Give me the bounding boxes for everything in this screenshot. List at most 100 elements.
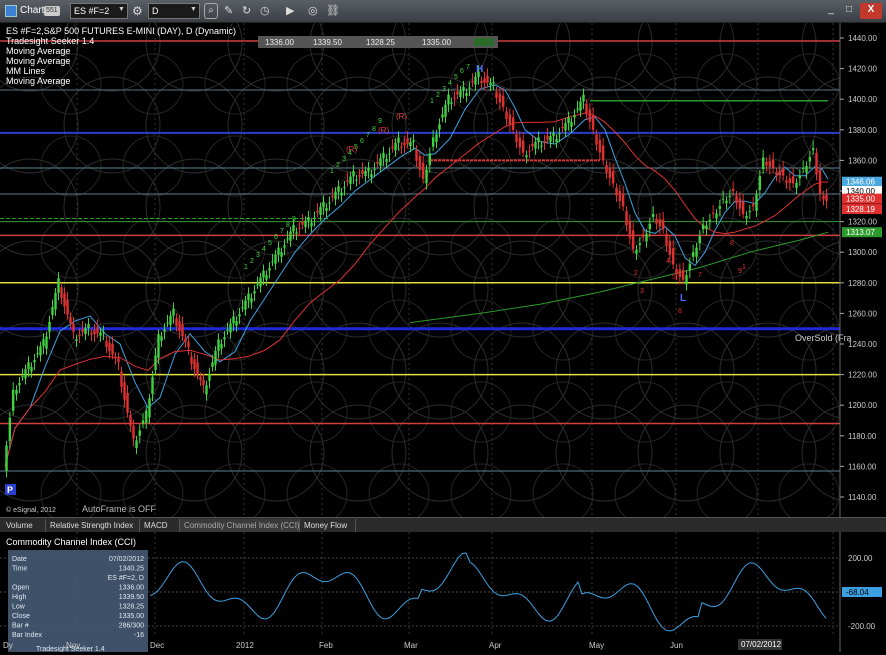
candle-body: [235, 321, 238, 326]
cci-tick-label: 200.00: [848, 554, 873, 563]
candle-body: [748, 211, 752, 213]
gann-circle: [40, 135, 102, 197]
data-window[interactable]: [8, 550, 148, 652]
candle-body: [298, 227, 301, 229]
gann-circle: [614, 53, 676, 115]
candle-body: [277, 247, 280, 255]
maximize-button[interactable]: □: [845, 4, 853, 15]
horizontal-levels: [0, 40, 840, 472]
gann-circle: [0, 404, 79, 502]
tab-rsi[interactable]: Relative Strength Index: [46, 519, 140, 532]
candle-body: [447, 94, 450, 105]
seeker-count-green: 4: [348, 150, 352, 157]
candle-body: [358, 175, 361, 177]
candle-body: [555, 138, 558, 143]
candle-body: [226, 330, 229, 332]
gann-circle: [696, 53, 758, 115]
seeker-count-red: 5: [672, 274, 676, 281]
price-axis: 1440.00 1420.00 1400.00 1380.00 1360.00 1340.…: [840, 34, 877, 502]
candle-body: [18, 383, 21, 386]
gann-circle: [122, 135, 184, 197]
study-label[interactable]: Moving Average: [6, 46, 70, 56]
gann-circle: [532, 53, 594, 115]
gear-icon[interactable]: ⚙: [132, 4, 143, 18]
link-icon[interactable]: ⛓: [326, 5, 340, 17]
gann-circle: [309, 76, 407, 174]
candle-body: [811, 148, 815, 151]
marker-high: H: [476, 64, 483, 75]
candle-body: [163, 329, 166, 332]
candle-body: [196, 362, 199, 375]
play-icon[interactable]: ▶: [286, 5, 295, 17]
autoframe-label[interactable]: AutoFrame is OFF: [82, 504, 157, 514]
candle-body: [758, 175, 762, 190]
candle-body: [403, 142, 406, 146]
study-label[interactable]: Moving Average: [6, 76, 70, 86]
candle-body: [579, 101, 582, 111]
candle-body: [611, 171, 615, 184]
study-label[interactable]: Tradesight Seeker 1.4: [6, 36, 94, 46]
gann-circle: [227, 404, 325, 502]
gann-circle: [204, 381, 266, 443]
pencil-icon[interactable]: ✎: [224, 5, 234, 17]
candle-body: [108, 342, 111, 351]
seeker-count-green: 6: [274, 234, 278, 241]
tab-volume[interactable]: Volume: [2, 519, 46, 532]
study-tabs: Volume Relative Strength Index MACD Comm…: [0, 517, 886, 533]
candle-body: [160, 336, 163, 341]
globe-icon[interactable]: ◎: [308, 5, 318, 17]
candle-body: [576, 108, 579, 110]
candle-body: [564, 122, 567, 131]
candle-body: [561, 126, 564, 129]
price-flag: [842, 186, 882, 196]
gann-circle: [145, 0, 243, 92]
candle-body: [346, 180, 349, 182]
gann-circle: [450, 381, 512, 443]
study-label[interactable]: Moving Average: [6, 56, 70, 66]
tab-macd[interactable]: MACD: [140, 519, 180, 532]
gann-circle: [637, 76, 735, 174]
refresh-icon[interactable]: ↻: [242, 5, 252, 17]
price-tick-label: 1280.00: [848, 279, 877, 288]
clock-icon[interactable]: ◷: [260, 5, 270, 17]
minimize-button[interactable]: _: [828, 4, 834, 15]
magnifier-icon[interactable]: ⌕: [204, 3, 218, 19]
symbol-input[interactable]: ES #F=2: [70, 3, 128, 19]
gann-circle: [637, 158, 735, 256]
window-title: Chart: [20, 5, 45, 16]
window-badge: 551: [44, 6, 60, 16]
tab-cci[interactable]: Commodity Channel Index (CCI): [180, 519, 300, 532]
candle-body: [428, 153, 432, 165]
candle-body: [771, 159, 775, 169]
ohlc-high: 1339.50: [313, 38, 342, 47]
study-label[interactable]: MM Lines: [6, 66, 46, 76]
chevron-down-icon[interactable]: ▼: [190, 6, 197, 13]
gann-circle: [778, 135, 840, 197]
candle-body: [316, 210, 319, 213]
data-window-value: -16: [134, 632, 144, 639]
close-button[interactable]: X: [860, 3, 882, 19]
tab-money-flow[interactable]: Money Flow: [300, 519, 356, 532]
candle-body: [75, 339, 78, 341]
interval-input[interactable]: D: [148, 3, 200, 19]
oversold-label: OverSold (Fra: [795, 333, 852, 343]
gann-circle: [286, 53, 348, 115]
ma-fast-line: [4, 84, 829, 467]
candle-body: [367, 168, 370, 171]
gann-circle: [0, 240, 79, 338]
cci-pane[interactable]: 200.000.00-200.00 -68.04 Commodity Chann…: [0, 532, 886, 653]
chevron-down-icon[interactable]: ▼: [118, 6, 125, 13]
candle-body: [247, 293, 250, 301]
gann-circle: [286, 381, 348, 443]
candle-body: [175, 317, 178, 326]
candle-body: [678, 269, 682, 277]
candle-body: [220, 344, 223, 349]
candle-body: [301, 221, 304, 225]
candle-body: [540, 145, 543, 147]
gann-circle: [637, 240, 735, 338]
candle-body: [781, 168, 785, 176]
marker-p: P: [7, 485, 13, 495]
candle-body: [289, 231, 292, 241]
